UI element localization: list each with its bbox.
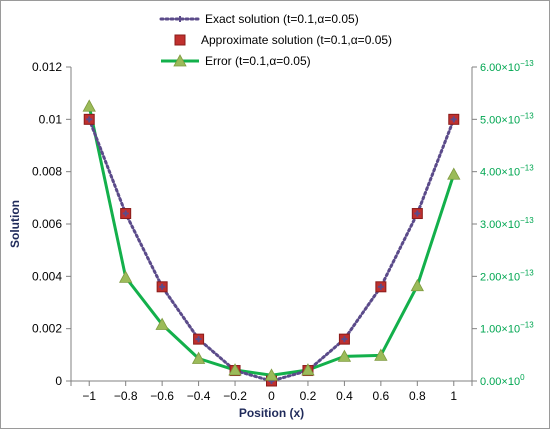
point-error <box>119 270 133 283</box>
y2-tick-label: 4.00×10−13 <box>480 164 534 179</box>
y-tick-label: 0.008 <box>32 165 62 179</box>
series-line-exact <box>87 117 456 383</box>
point-error <box>155 317 169 330</box>
point-error <box>301 363 315 376</box>
point-error <box>82 99 96 112</box>
legend-swatch-approximate <box>174 34 186 46</box>
y-tick-label: 0.01 <box>39 112 63 126</box>
point-error <box>447 167 461 180</box>
x-tick-label: 1 <box>450 389 457 403</box>
y2-tick-label: 5.00×10−13 <box>480 111 534 126</box>
point-error <box>264 368 279 381</box>
y-tick-label: 0.012 <box>32 60 62 74</box>
x-tick-label: −0.2 <box>223 389 247 403</box>
point-exact <box>86 116 93 123</box>
point-error <box>228 363 242 376</box>
y-tick-label: 0 <box>55 374 62 388</box>
point-error <box>337 349 352 362</box>
y2-tick-label: 1.00×10−13 <box>480 321 534 336</box>
y2-tick-label: 6.00×10−13 <box>480 59 534 74</box>
point-exact <box>159 283 166 290</box>
point-exact <box>377 283 384 290</box>
legend-marker-error <box>173 54 187 67</box>
point-exact <box>341 336 348 343</box>
x-tick-label: −0.4 <box>187 389 211 403</box>
x-tick-label: −0.8 <box>114 389 138 403</box>
x-tick-label: 0.8 <box>409 389 426 403</box>
legend-label: Approximate solution (t=0.1,α=0.05) <box>201 33 392 47</box>
point-error <box>410 278 424 292</box>
y-axis-label: Solution <box>8 200 22 248</box>
point-error <box>374 348 388 361</box>
legend-marker-exact <box>177 16 183 22</box>
legend-label: Error (t=0.1,α=0.05) <box>205 54 311 68</box>
x-axis-label: Position (x) <box>239 406 304 420</box>
series-line-error <box>87 105 456 377</box>
x-tick-label: 0.2 <box>300 389 317 403</box>
point-exact <box>122 210 129 217</box>
x-tick-label: 0.6 <box>373 389 390 403</box>
y-tick-label: 0.004 <box>32 269 62 283</box>
point-exact <box>195 336 202 343</box>
point-exact <box>450 116 457 123</box>
x-tick-label: 0.4 <box>336 389 353 403</box>
x-tick-label: −1 <box>82 389 96 403</box>
x-tick-label: −0.6 <box>150 389 174 403</box>
point-error <box>191 351 206 364</box>
y-tick-label: 0.006 <box>32 217 62 231</box>
y2-tick-label: 3.00×10−13 <box>480 216 534 231</box>
legend-label: Exact solution (t=0.1,α=0.05) <box>205 12 359 26</box>
point-exact <box>414 210 421 217</box>
y-tick-label: 0.002 <box>32 322 62 336</box>
y2-tick-label: 2.00×10−13 <box>480 268 534 283</box>
x-tick-label: 0 <box>268 389 275 403</box>
y2-tick-label: 0.00×100 <box>480 373 525 388</box>
